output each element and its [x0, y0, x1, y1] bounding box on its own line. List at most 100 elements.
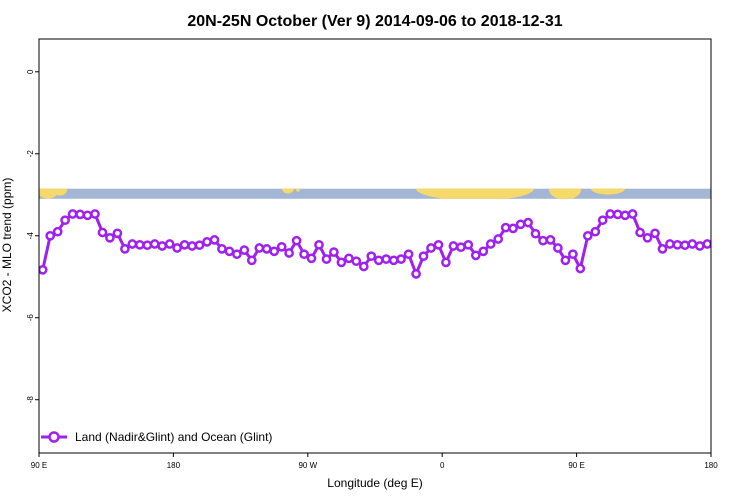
data-point — [254, 243, 265, 253]
data-point — [433, 239, 444, 250]
data-point — [642, 232, 653, 243]
data-point — [134, 239, 145, 250]
data-point — [702, 239, 711, 249]
data-point — [411, 269, 421, 279]
data-point — [568, 249, 578, 260]
data-point — [269, 246, 280, 257]
legend-label: Land (Nadir&Glint) and Ocean (Glint) — [75, 430, 272, 444]
data-point — [299, 249, 309, 260]
data-point — [284, 248, 294, 258]
data-point — [187, 241, 197, 251]
data-point — [112, 228, 123, 239]
data-point — [575, 263, 586, 274]
data-point — [358, 261, 369, 272]
y-axis-label: XCO2 - MLO trend (ppm) — [0, 178, 14, 313]
data-point — [665, 239, 675, 249]
data-point — [344, 253, 354, 264]
data-point — [179, 239, 190, 250]
world-map-band — [39, 188, 711, 199]
plot-area — [39, 209, 711, 279]
data-point — [157, 241, 168, 251]
data-point — [672, 239, 683, 250]
data-point — [657, 244, 668, 254]
map-land-asia-east — [53, 188, 67, 196]
data-point — [321, 254, 332, 264]
data-point — [232, 249, 242, 260]
data-point — [172, 243, 182, 253]
data-point — [470, 250, 481, 261]
x-axis-label: Longitude (deg E) — [327, 476, 422, 490]
data-point — [612, 209, 623, 220]
chart-title: 20N-25N October (Ver 9) 2014-09-06 to 20… — [187, 13, 562, 30]
data-point — [149, 239, 160, 249]
data-point — [545, 235, 556, 245]
data-point — [456, 242, 466, 253]
data-point — [39, 264, 48, 275]
legend: Land (Nadir&Glint) and Ocean (Glint) — [41, 430, 272, 444]
data-point — [605, 209, 616, 219]
x-tick-label: 0 — [440, 461, 445, 470]
data-point — [105, 232, 115, 243]
data-point — [635, 227, 645, 238]
data-point — [67, 209, 78, 219]
data-point — [291, 235, 302, 246]
data-point — [463, 239, 474, 250]
data-point — [351, 256, 362, 267]
data-point — [239, 245, 250, 255]
data-point — [500, 222, 511, 233]
data-point — [553, 243, 563, 253]
data-point — [224, 246, 235, 257]
data-point — [687, 239, 698, 249]
data-point — [97, 227, 108, 238]
x-axis: 90 E 180 90 W 0 90 E 180 — [31, 453, 718, 470]
data-point — [75, 209, 85, 220]
map-ocean — [39, 188, 711, 199]
data-point — [194, 240, 205, 251]
data-point — [680, 240, 690, 251]
x-tick-label: 180 — [167, 461, 181, 470]
x-tick-label: 90 W — [298, 461, 317, 470]
data-point — [582, 230, 593, 241]
data-point — [276, 241, 287, 252]
data-point — [209, 235, 220, 245]
data-point — [82, 210, 93, 221]
data-point — [523, 217, 533, 228]
data-point — [508, 223, 518, 234]
data-point — [478, 246, 489, 257]
data-point — [45, 230, 56, 241]
data-point — [627, 209, 638, 219]
data-point — [590, 226, 601, 237]
y-axis: 0 -2 -4 -6 -8 — [26, 69, 39, 403]
plot-frame — [38, 38, 712, 454]
data-point — [336, 257, 347, 268]
data-point — [381, 254, 392, 264]
data-point — [530, 228, 541, 239]
data-point — [90, 209, 100, 219]
data-point — [127, 239, 138, 249]
map-land-mexico — [282, 188, 294, 194]
data-point — [396, 254, 406, 264]
data-point — [515, 219, 526, 230]
data-point — [164, 239, 175, 249]
y-tick-label: -8 — [26, 396, 35, 404]
legend-marker-swatch — [48, 431, 60, 443]
y-tick-label: 0 — [26, 69, 35, 74]
data-point — [60, 215, 70, 226]
data-point — [329, 247, 339, 257]
data-point — [448, 241, 459, 251]
series-points — [39, 209, 711, 279]
data-point — [142, 240, 153, 251]
data-point — [441, 257, 451, 268]
data-point — [202, 237, 212, 247]
data-point — [217, 244, 227, 254]
map-land-cuba — [296, 188, 300, 192]
x-tick-label: 90 E — [568, 461, 584, 470]
y-tick-label: -4 — [26, 232, 35, 240]
data-point — [306, 253, 317, 264]
data-point — [650, 228, 660, 239]
data-point — [597, 215, 608, 226]
data-point — [694, 241, 705, 251]
data-point — [403, 249, 414, 260]
data-point — [52, 226, 63, 237]
